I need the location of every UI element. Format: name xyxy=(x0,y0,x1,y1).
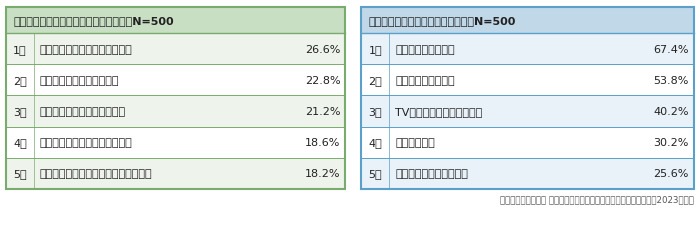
Text: 結婚してよかったと感じる食事の変化　N=500: 結婚してよかったと感じる食事の変化 N=500 xyxy=(13,16,174,26)
Text: TV（動画）を見ているとき: TV（動画）を見ているとき xyxy=(395,106,482,116)
Bar xyxy=(361,34,694,65)
Text: 健康管理ができるようになった: 健康管理ができるようになった xyxy=(40,138,133,148)
Text: 5位: 5位 xyxy=(368,169,382,179)
Text: 22.8%: 22.8% xyxy=(304,75,340,85)
Text: くつろいでいるとき: くつろいでいるとき xyxy=(395,75,455,85)
Text: 4位: 4位 xyxy=(368,138,382,148)
Text: 1位: 1位 xyxy=(13,44,27,54)
Text: 料理のレパートリーが増えた: 料理のレパートリーが増えた xyxy=(40,106,126,116)
Text: 料理ができるように（上手に）なった: 料理ができるように（上手に）なった xyxy=(40,169,153,179)
Text: 食事をしているとき: 食事をしているとき xyxy=(395,44,455,54)
Text: 25.6%: 25.6% xyxy=(654,169,689,179)
Text: 積水ハウス株式会社 住生活研究所「いい夫婦の日に関する調査　（2023年）」: 積水ハウス株式会社 住生活研究所「いい夫婦の日に関する調査 （2023年）」 xyxy=(500,194,694,203)
Text: 21.2%: 21.2% xyxy=(305,106,340,116)
Text: 40.2%: 40.2% xyxy=(654,106,689,116)
Text: 一緒に食事をするようになった: 一緒に食事をするようになった xyxy=(40,44,133,54)
Text: 3位: 3位 xyxy=(13,106,27,116)
Text: 5位: 5位 xyxy=(13,169,27,179)
Text: 30.2%: 30.2% xyxy=(654,138,689,148)
Bar xyxy=(361,65,694,96)
Bar xyxy=(6,96,345,127)
Bar xyxy=(6,8,345,189)
Text: 4位: 4位 xyxy=(13,138,27,148)
Bar xyxy=(361,127,694,158)
Text: 18.6%: 18.6% xyxy=(305,138,340,148)
Bar xyxy=(6,8,345,34)
Bar xyxy=(361,8,694,34)
Text: 18.2%: 18.2% xyxy=(305,169,340,179)
Bar xyxy=(6,127,345,158)
Text: 3位: 3位 xyxy=(368,106,382,116)
Bar xyxy=(361,158,694,189)
Bar xyxy=(6,34,345,65)
Text: 子どもと一緒にいるとき: 子どもと一緒にいるとき xyxy=(395,169,468,179)
Text: 食事の時間が楽しくなった: 食事の時間が楽しくなった xyxy=(40,75,120,85)
Text: 2位: 2位 xyxy=(13,75,27,85)
Text: 2位: 2位 xyxy=(368,75,382,85)
Text: 就寝前の時間: 就寝前の時間 xyxy=(395,138,435,148)
Text: 1位: 1位 xyxy=(368,44,382,54)
Text: 夫婦が自宅で会話するタイミング　N=500: 夫婦が自宅で会話するタイミング N=500 xyxy=(368,16,516,26)
Text: 67.4%: 67.4% xyxy=(654,44,689,54)
Text: 26.6%: 26.6% xyxy=(305,44,340,54)
Bar xyxy=(361,96,694,127)
Bar xyxy=(6,158,345,189)
Text: 53.8%: 53.8% xyxy=(654,75,689,85)
Bar xyxy=(361,8,694,189)
Bar xyxy=(6,65,345,96)
